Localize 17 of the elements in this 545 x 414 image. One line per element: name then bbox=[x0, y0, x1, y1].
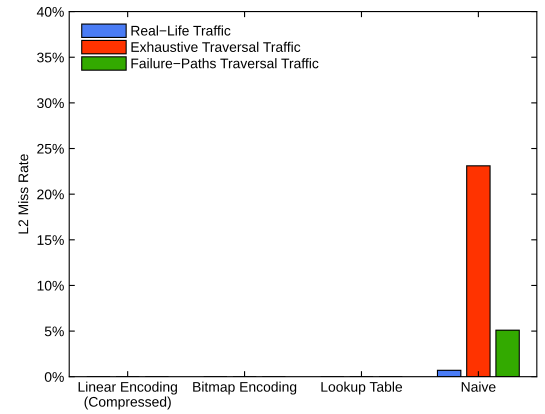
y-tick-label: 25% bbox=[37, 144, 64, 154]
y-axis-title: L2 Miss Rate bbox=[18, 154, 28, 234]
y-tick-label: 40% bbox=[36, 6, 64, 17]
legend-label: Real−Life Traffic bbox=[131, 25, 230, 36]
y-tick-label: 10% bbox=[38, 280, 64, 291]
y-tick-label: 0% bbox=[44, 372, 64, 382]
y-tick-label: 5% bbox=[44, 326, 64, 336]
x-tick-label: Bitmap Encoding bbox=[193, 382, 296, 395]
x-tick-label: Lookup Table bbox=[321, 382, 402, 395]
legend-label: Exhaustive Traversal Traffic bbox=[131, 42, 300, 52]
y-tick-label: 15% bbox=[38, 235, 64, 245]
legend-label: Failure−Paths Traversal Traffic bbox=[131, 58, 318, 68]
y-tick-label: 30% bbox=[37, 98, 64, 108]
x-tick-label: Naive bbox=[462, 382, 496, 392]
y-tick-label: 35% bbox=[37, 52, 64, 62]
y-tick-label: 20% bbox=[37, 190, 64, 200]
x-tick-label: Linear Encoding (Compressed) bbox=[78, 382, 177, 410]
